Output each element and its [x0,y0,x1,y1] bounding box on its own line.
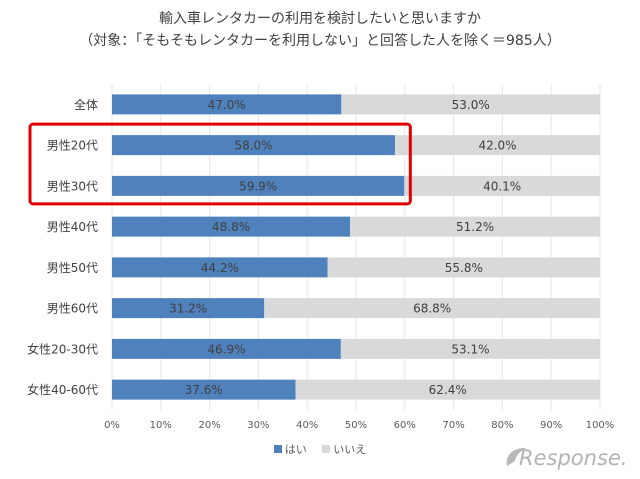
x-tick-label: 0% [104,420,120,431]
x-tick-label: 10% [150,420,172,431]
legend-item-yes: はい [273,441,307,457]
x-tick-label: 50% [345,420,367,431]
category-label: 男性30代 [47,179,98,193]
bar-yes [112,135,396,156]
bar-yes [112,298,265,319]
bar-yes [112,257,328,278]
x-tick-label: 40% [296,420,318,431]
chart-title: 輸入車レンタカーの利用を検討したいと思いますか [159,11,481,27]
data-label: 58.0% [234,139,272,153]
highlight-box [28,122,412,206]
category-label: 女性40-60代 [27,382,98,397]
legend-item-no: いいえ [322,441,366,457]
data-label: 37.6% [185,383,223,397]
category-label: 男性20代 [47,139,98,153]
x-tick-label: 30% [247,420,269,431]
response-logo: Response. [506,446,627,470]
legend: はい いいえ [0,441,640,457]
x-tick-label: 70% [442,420,464,431]
bar-yes [112,175,405,196]
bar-no [264,298,600,319]
bar-yes [112,338,341,359]
chart-subtitle: （対象：「そもそもレンタカーを利用しない」と回答した人を除く＝985人） [79,33,561,49]
x-tick-label: 100% [586,420,615,431]
bar-yes [112,216,351,237]
x-tick-label: 90% [540,420,562,431]
bar-no [327,257,600,278]
category-label: 全体 [74,97,98,112]
data-label: 53.0% [452,98,490,112]
legend-label-no: いいえ [333,443,367,456]
legend-swatch-yes [273,445,282,453]
data-label: 59.9% [239,179,277,193]
category-label: 男性50代 [47,261,98,275]
data-label: 62.4% [429,383,467,397]
category-label: 男性60代 [47,302,98,316]
bar-no [404,175,600,196]
bar-yes [112,379,296,400]
legend-label-yes: はい [284,443,307,456]
data-label: 31.2% [169,302,207,316]
bar-no [395,135,600,156]
x-tick-label: 60% [394,420,416,431]
bar-no [350,216,600,237]
data-label: 55.8% [445,261,483,275]
data-label: 44.2% [201,261,239,275]
data-label: 48.8% [212,220,250,234]
category-label: 男性40代 [47,220,98,234]
data-label: 47.0% [208,98,246,112]
data-label: 68.8% [413,302,451,316]
x-tick-label: 20% [198,420,220,431]
data-label: 51.2% [456,220,494,234]
data-label: 42.0% [478,139,516,153]
data-label: 46.9% [207,342,245,356]
bar-no [295,379,600,400]
x-tick-label: 80% [491,420,513,431]
bar-no [340,338,600,359]
category-label: 女性20-30代 [27,341,98,356]
watermark-text: Response. [519,446,627,470]
data-label: 40.1% [483,179,521,193]
bar-no [341,94,600,115]
bar-yes [112,94,342,115]
legend-swatch-no [322,445,331,453]
data-label: 53.1% [451,342,489,356]
